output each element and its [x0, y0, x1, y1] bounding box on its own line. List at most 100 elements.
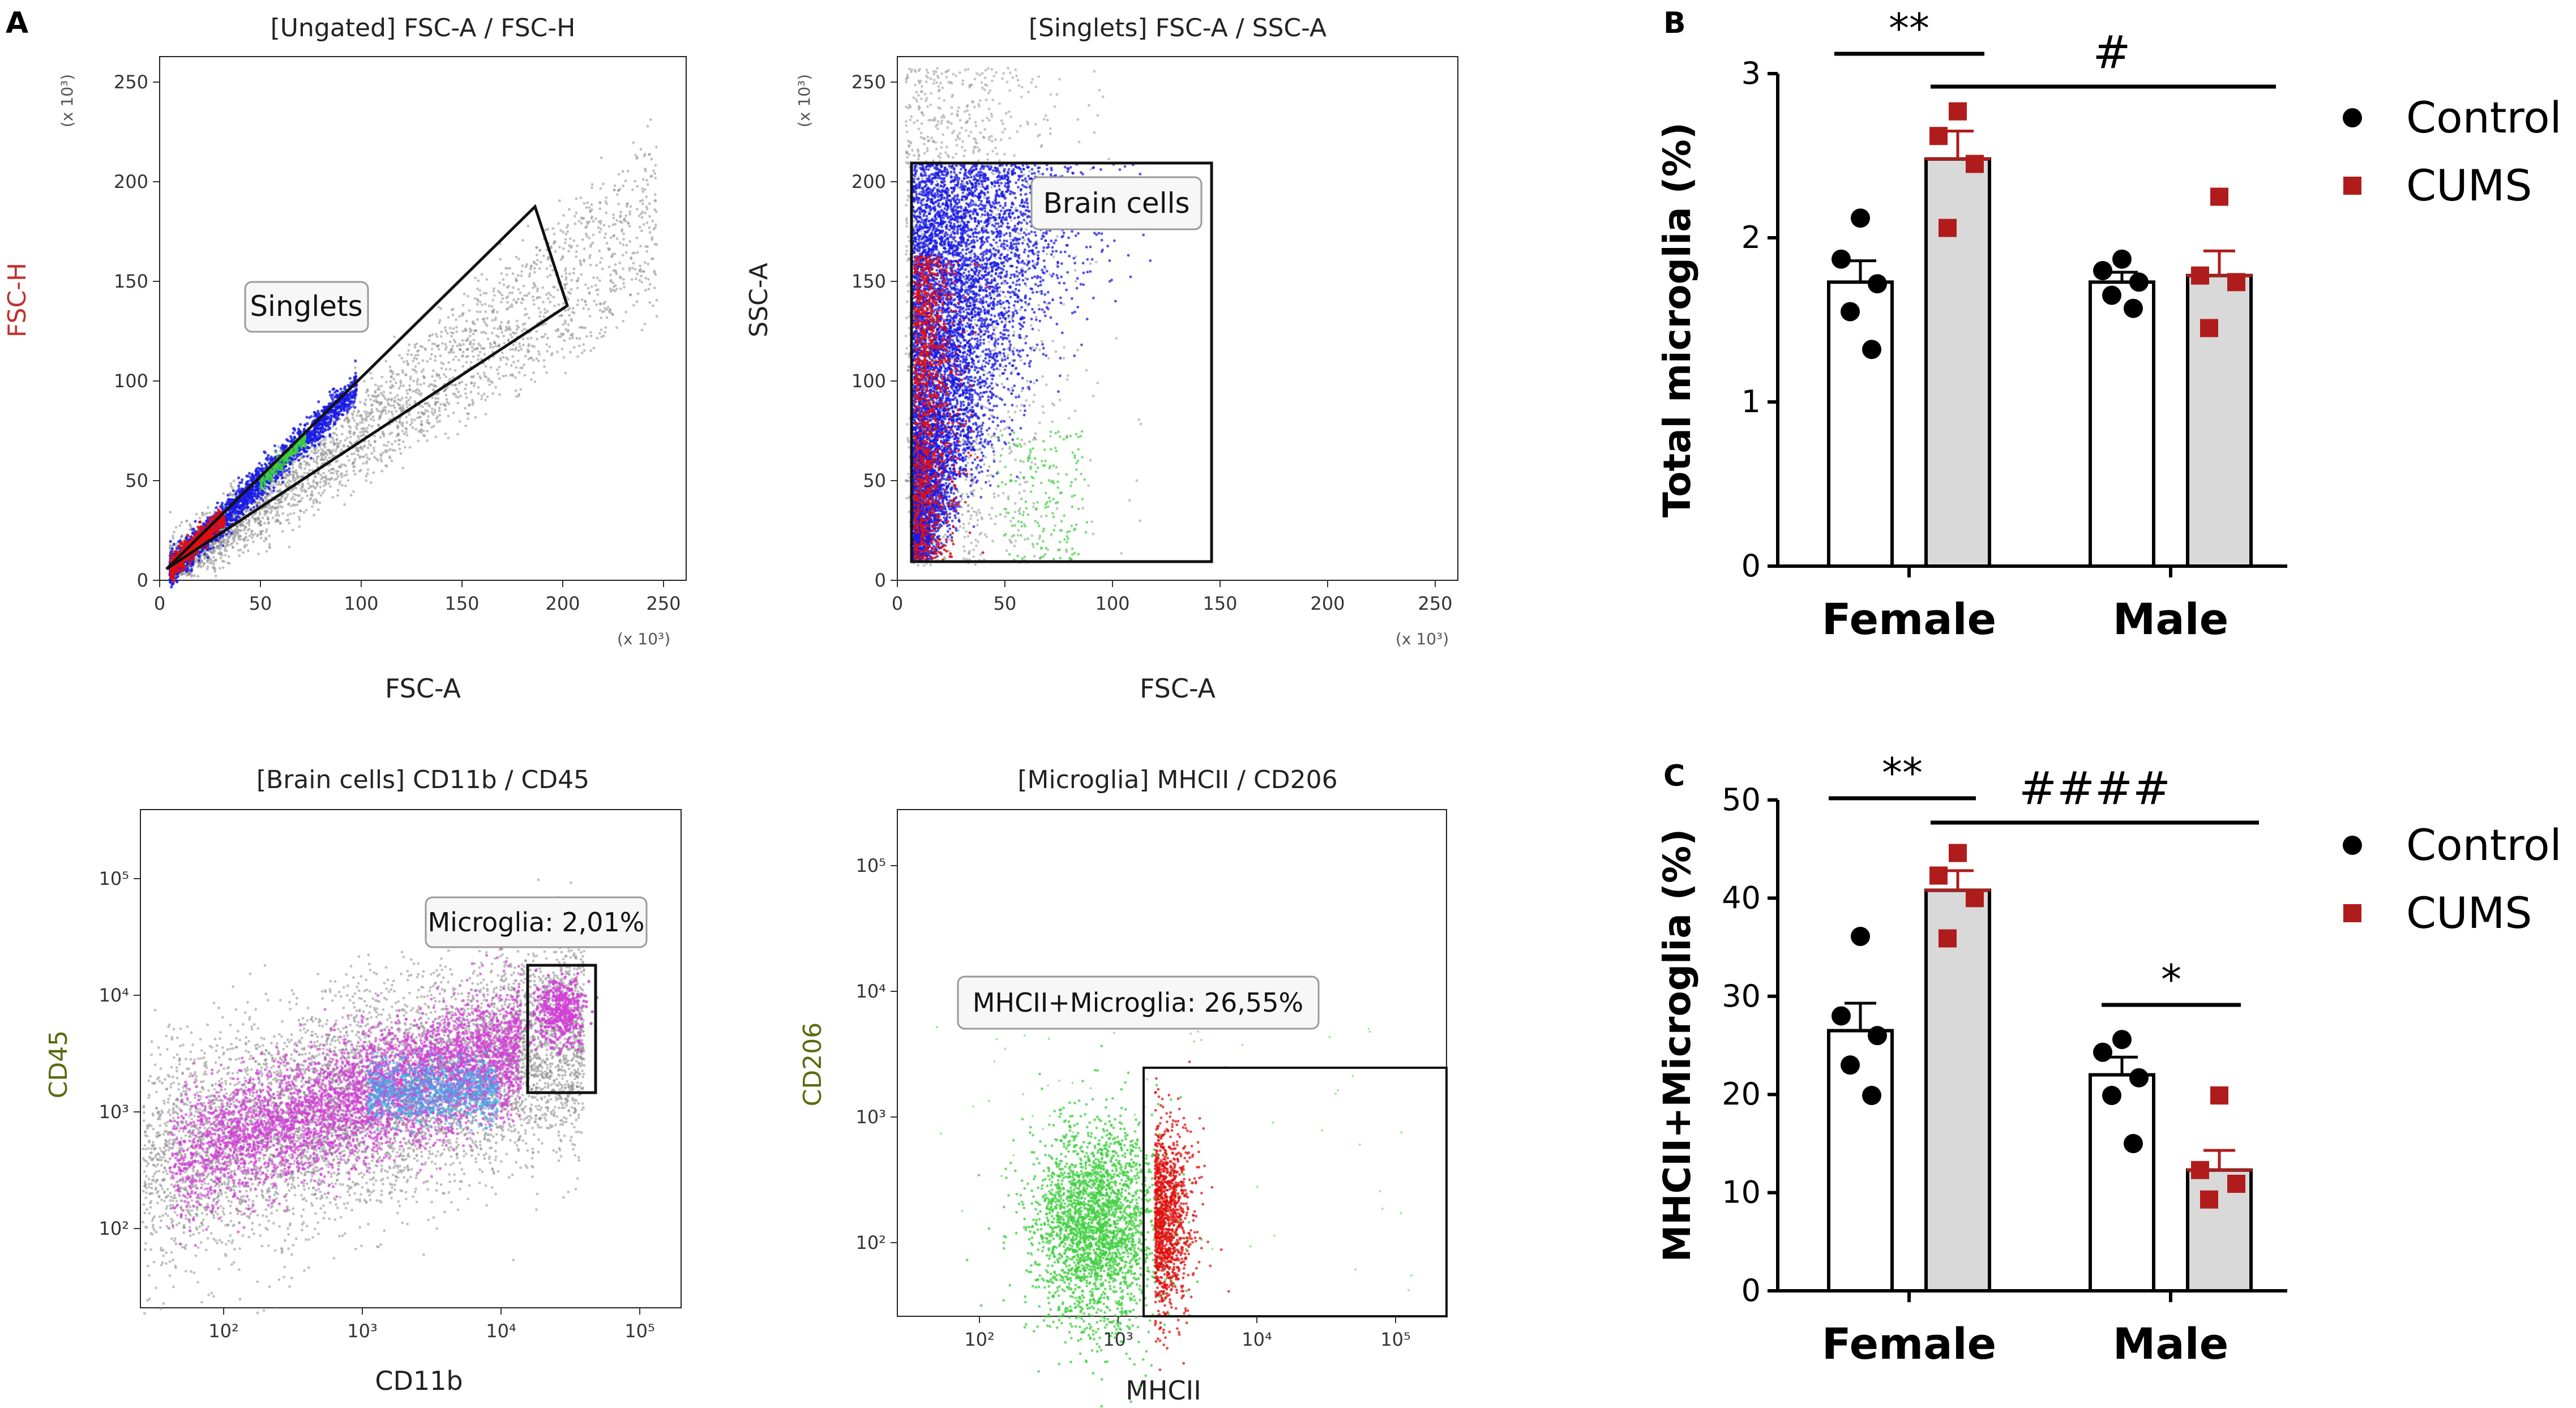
flow-plot-3-frame	[140, 809, 682, 1308]
legend-label: CUMS	[2406, 888, 2532, 938]
x-tick-label: 10²	[208, 1320, 239, 1342]
flow-plot-1-frame	[159, 56, 687, 581]
x-tick-label: 10²	[964, 1329, 995, 1350]
y-tick-label: 50	[1722, 782, 1761, 818]
y-tick-label: 10³	[855, 1106, 886, 1128]
data-point-control	[2129, 272, 2149, 292]
bar-control-female	[1827, 280, 1894, 568]
flow-plot-4-ylabel: CD206	[798, 1022, 827, 1107]
bar-chart-b: 0 1 2 3 Total microglia (%) Female Male ** # Cont…	[1655, 5, 2562, 644]
y-tick-label: 10⁵	[855, 855, 886, 876]
y-tick-label: 200	[114, 171, 148, 192]
data-point-control	[2124, 298, 2143, 318]
brain-cells-gate-label-box	[1030, 176, 1203, 230]
singlets-gate-label-box	[244, 281, 369, 333]
data-point-control	[1862, 340, 1881, 360]
y-tick-label: 20	[1722, 1076, 1761, 1112]
y-tick-label: 2	[1741, 220, 1761, 255]
x-tick-label: 200	[1310, 593, 1345, 614]
data-point-cums	[1949, 102, 1967, 121]
flow-plot-3-axes: 10² 10³ 10⁴ 10⁵ 10² 10³ 10⁴ 10⁵	[99, 868, 654, 1342]
significance-mark: **	[1882, 749, 1923, 797]
mhcii-gate-label-box	[957, 975, 1320, 1030]
microglia-events	[524, 964, 599, 1056]
singlets-gate	[165, 204, 569, 571]
red-events	[1153, 1060, 1230, 1372]
data-point-control	[2102, 285, 2121, 305]
flow-plot-1-x-multiplier: (x 10³)	[617, 630, 670, 648]
data-point-control	[1832, 249, 1851, 269]
y-tick-label: 10	[1722, 1175, 1761, 1210]
x-tick-label: 50	[994, 593, 1017, 614]
data-point-cums	[1939, 929, 1957, 948]
sparse-events	[935, 1021, 1413, 1303]
legend-marker-cums	[2343, 904, 2361, 922]
data-point-cums	[1939, 219, 1957, 237]
flow-plot-3: [Brain cells] CD11b / CD45 CD45 CD11b Mi…	[44, 765, 682, 1396]
microglia-gate	[526, 964, 597, 1094]
y-tick-label: 10²	[855, 1232, 886, 1253]
legend-marker-control	[2343, 836, 2362, 855]
flow-plot-4-points	[935, 1021, 1413, 1408]
data-point-cums	[1966, 155, 1984, 173]
x-tick-label: 100	[1095, 593, 1129, 614]
data-point-cums	[2210, 1086, 2228, 1105]
x-tick-label: 200	[545, 593, 580, 614]
flow-plot-4-xlabel: MHCII	[1126, 1375, 1201, 1406]
x-tick-label: 10⁴	[486, 1320, 516, 1342]
y-tick-label: 100	[851, 370, 886, 392]
y-tick-label: 10²	[99, 1218, 129, 1239]
flow-plot-2-y-multiplier: (x 10³)	[795, 74, 814, 127]
y-tick-label: 150	[114, 271, 148, 292]
data-point-control	[2112, 249, 2132, 269]
data-point-control	[1841, 1055, 1860, 1075]
singlets-gate-label: Singlets	[250, 290, 362, 323]
significance-mark: **	[1889, 5, 1929, 52]
x-tick-label: 250	[1418, 593, 1452, 614]
data-point-control	[2093, 261, 2112, 280]
data-point-control	[2124, 1133, 2143, 1153]
mhcii-gate-label: MHCII+Microglia: 26,55%	[973, 987, 1303, 1018]
flow-plot-2-xlabel: FSC-A	[1140, 673, 1216, 704]
bar-control-female	[1827, 1029, 1894, 1293]
data-point-cums	[2210, 187, 2228, 206]
bar-cums-female	[1924, 888, 1991, 1293]
data-point-cums	[1966, 889, 1984, 908]
x-tick-label: 100	[344, 593, 378, 614]
mhcii-positive-gate	[1142, 1067, 1448, 1317]
flow-plot-1-title: [Ungated] FSC-A / FSC-H	[271, 14, 576, 42]
y-tick-label: 40	[1722, 880, 1761, 915]
data-point-control	[1832, 1006, 1851, 1026]
microglia-gate-label: Microglia: 2,01%	[427, 907, 644, 938]
data-point-control	[1868, 1026, 1887, 1046]
microglia-gate-label-box	[425, 896, 648, 948]
significance-mark: *	[2161, 956, 2181, 1003]
x-tick-label: 150	[1203, 593, 1237, 614]
y-tick-label: 150	[851, 271, 886, 292]
data-point-cums	[2227, 273, 2245, 292]
flow-plot-4-title: [Microglia] MHCII / CD206	[1017, 765, 1337, 794]
y-axis-label: MHCII+Microglia (%)	[1655, 829, 1699, 1263]
category-label: Female	[1822, 1319, 1996, 1369]
data-point-control	[2102, 1085, 2121, 1105]
y-tick-label: 0	[1741, 1273, 1761, 1308]
x-tick-label: 10⁵	[624, 1320, 655, 1342]
cyan-events	[366, 1046, 499, 1145]
data-point-control	[1868, 274, 1887, 294]
data-point-control	[1841, 302, 1860, 322]
x-tick-label: 0	[892, 593, 903, 614]
flow-plot-2: [Singlets] FSC-A / SSC-A SSC-A FSC-A (x …	[744, 14, 1458, 704]
x-tick-label: 150	[444, 593, 479, 614]
legend-marker-cums	[2343, 177, 2361, 195]
data-point-cums	[2227, 1174, 2245, 1193]
flow-plot-2-points	[904, 67, 1186, 567]
y-tick-label: 50	[863, 470, 886, 491]
data-point-cums	[2200, 1190, 2218, 1209]
y-tick-label: 10⁵	[99, 868, 129, 889]
y-tick-label: 1	[1741, 384, 1761, 420]
y-tick-label: 0	[875, 570, 886, 591]
flow-plot-2-axes: 0 50 100 150 200 250 0 50 100 150 200 250	[851, 71, 1453, 614]
panel-label-b: B	[1663, 6, 1686, 40]
y-tick-label: 10³	[99, 1101, 129, 1123]
